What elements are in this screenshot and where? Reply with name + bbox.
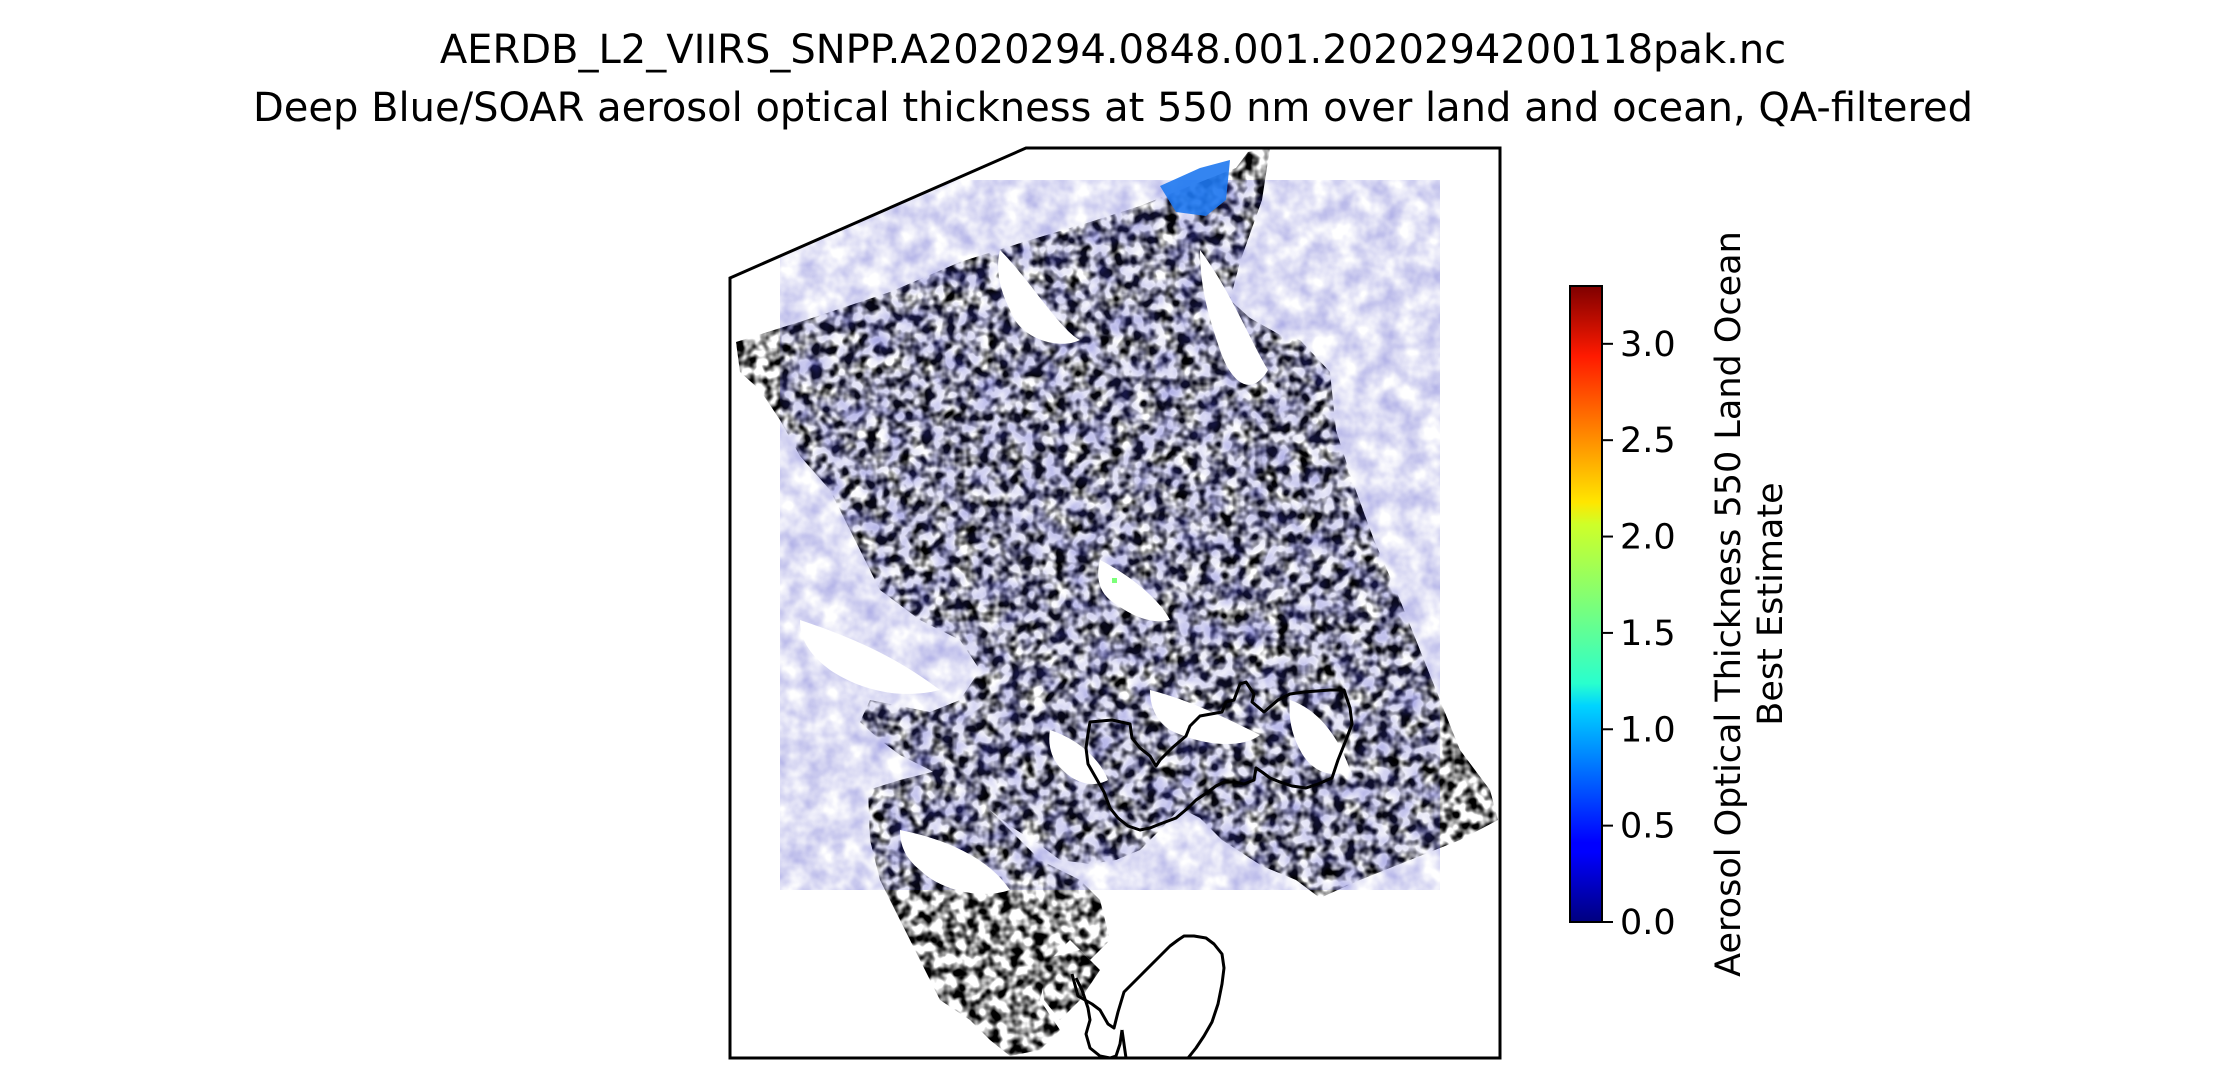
colorbar-tick-label: 0.0 — [1620, 903, 1676, 943]
aod-swath-southwest — [1040, 950, 1100, 1020]
colorbar-border — [1569, 285, 1603, 923]
colorbar-tick-label: 2.0 — [1620, 518, 1676, 558]
map-frame — [728, 146, 1502, 1060]
colorbar-tick-label: 2.5 — [1620, 421, 1676, 461]
coastline-gulf — [1084, 680, 1354, 832]
outlier-pixel — [1112, 578, 1117, 583]
aod-variation — [780, 180, 1440, 890]
map-area — [736, 148, 1498, 1058]
colorbar-label-line1: Aerosol Optical Thickness 550 Land Ocean — [1709, 231, 1749, 977]
cloud-gaps — [800, 250, 1350, 894]
chart-subtitle: Deep Blue/SOAR aerosol optical thickness… — [252, 85, 1974, 131]
colorbar-tick-label: 0.5 — [1620, 807, 1676, 847]
colorbar-label-line2: Best Estimate — [1751, 482, 1791, 725]
colorbar-tick-label: 1.5 — [1620, 614, 1676, 654]
colorbar-tick-label: 3.0 — [1620, 325, 1676, 365]
coastline-peninsula — [1074, 977, 1124, 1058]
colorbar: 0.0 0.5 1.0 1.5 2.0 2.5 3.0 Aerosol Optical Th… — [1569, 231, 1791, 977]
ocean-aod-patch — [1160, 160, 1230, 216]
coastlines — [1070, 680, 1354, 1058]
colorbar-tick-label: 1.0 — [1620, 710, 1676, 750]
chart-title: AERDB_L2_VIIRS_SNPP.A2020294.0848.001.20… — [439, 27, 1787, 73]
coastline-south — [1070, 934, 1226, 1058]
colorbar-ticks: 0.0 0.5 1.0 1.5 2.0 2.5 3.0 — [1602, 325, 1676, 943]
colorbar-gradient — [1570, 286, 1602, 922]
